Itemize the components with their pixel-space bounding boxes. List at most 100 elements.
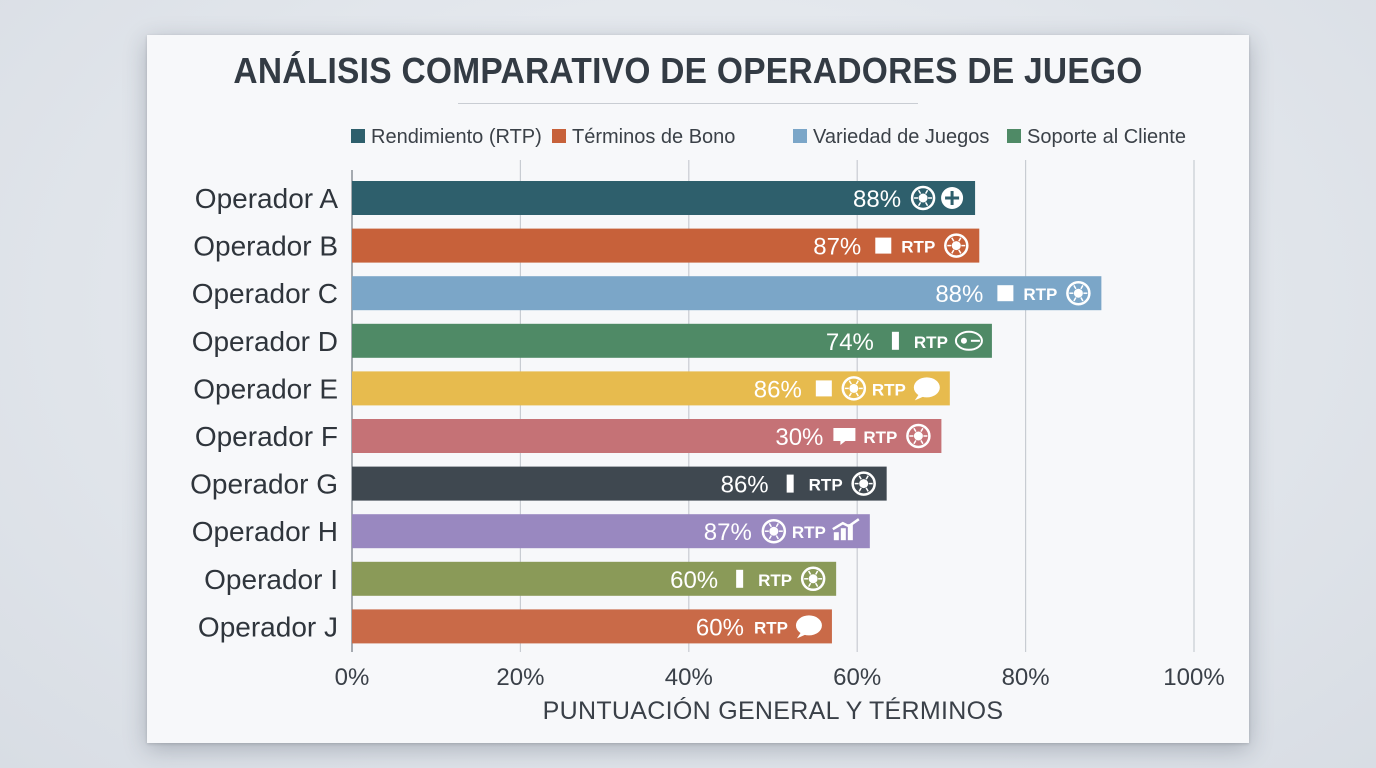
square-icon [875, 237, 892, 254]
legend-label: Términos de Bono [572, 126, 736, 148]
icon-spoke [1080, 297, 1084, 302]
bar [352, 323, 992, 358]
category-label: Operador J [198, 611, 338, 642]
roulette-center [951, 241, 961, 251]
icon-spoke [815, 582, 819, 587]
icon-spoke [775, 535, 779, 540]
value-label: 87% [813, 234, 861, 261]
category-label: Operador B [193, 231, 338, 262]
square-icon [815, 380, 832, 397]
rtp-badge: RTP [1023, 285, 1057, 304]
growth-line [832, 518, 860, 531]
growth-icon [833, 532, 839, 541]
chat-tail [796, 632, 806, 639]
value-label: 86% [721, 472, 769, 499]
category-label: Operador I [204, 564, 338, 595]
legend-item-soporte: Soporte al Cliente [1007, 126, 1186, 149]
title-divider [458, 103, 918, 104]
bar-group: RTP 87% [352, 228, 980, 263]
chip-center [918, 193, 928, 203]
gear-center [1073, 288, 1083, 298]
icon-spoke [815, 570, 819, 575]
x-tick-label: 100% [1163, 664, 1224, 691]
category-label: Operador E [193, 373, 338, 404]
bar [352, 181, 976, 215]
icon-spoke [865, 475, 869, 480]
gear-icon [1066, 280, 1091, 306]
icon-spoke [1073, 285, 1077, 290]
category-label: Operador G [190, 469, 338, 500]
bar-group: RTP 88% [352, 276, 1102, 311]
legend-item-bono: Términos de Bono [552, 126, 735, 149]
rtp-badge: RTP [901, 238, 935, 257]
value-label: 74% [826, 329, 874, 356]
icon-spoke [768, 535, 772, 540]
icon-spoke [920, 427, 924, 433]
x-tick-label: 80% [1002, 664, 1050, 691]
category-label: Operador A [195, 183, 339, 214]
icon-spoke [917, 189, 922, 195]
bar-icon [786, 474, 794, 493]
rtp-badge: RTP [792, 523, 826, 542]
controller-dot [960, 337, 967, 344]
icon-spoke [924, 189, 929, 195]
x-axis-label: PUNTUACIÓN GENERAL Y TÉRMINOS [542, 697, 1004, 725]
category-label: Operador C [192, 278, 338, 309]
growth-bar [847, 524, 853, 541]
chip-icon [761, 518, 787, 544]
value-label: 30% [775, 424, 823, 451]
icon-spoke [958, 249, 962, 254]
category-label: Operador F [195, 421, 338, 452]
bar [352, 466, 887, 501]
bar-group: RTP 60% [352, 561, 837, 596]
bar [352, 561, 837, 596]
bar [352, 228, 980, 263]
bar [352, 609, 832, 644]
rtp-badge: RTP [863, 428, 897, 447]
icon-spoke [924, 201, 929, 207]
bar-group: RTP 60% [352, 609, 832, 644]
square-icon [997, 285, 1014, 302]
chip-center [808, 574, 818, 584]
icon-spoke [855, 380, 859, 385]
icon-spoke [1080, 285, 1084, 290]
legend-label: Rendimiento (RTP) [371, 126, 542, 148]
legend-item-rtp: Rendimiento (RTP) [351, 126, 542, 149]
legend-swatch [1007, 129, 1021, 144]
legend-swatch [793, 129, 807, 144]
bar-icon [891, 331, 899, 350]
roulette-icon [944, 233, 969, 258]
chat-icon [795, 615, 822, 636]
value-label: 86% [754, 376, 802, 403]
value-label: 87% [704, 519, 752, 546]
chip-icon [800, 566, 826, 592]
joystick-cross [945, 191, 960, 205]
bulb-icon [851, 471, 876, 496]
legend-label: Variedad de Juegos [813, 126, 990, 148]
icon-spoke [865, 487, 869, 492]
chat-tail [914, 394, 924, 401]
x-tick-label: 20% [496, 664, 544, 691]
x-tick-label: 0% [335, 664, 370, 691]
bar-group: RTP 74% [352, 323, 992, 358]
bar-group: RTP 87% [352, 514, 870, 549]
chat-icon [913, 377, 940, 398]
icon-spoke [808, 570, 812, 575]
legend-item-variedad: Variedad de Juegos [793, 126, 989, 149]
message-icon [833, 428, 856, 445]
bar [352, 514, 870, 549]
value-label: 88% [853, 186, 901, 213]
rtp-badge: RTP [872, 380, 906, 399]
icon-spoke [951, 249, 955, 254]
chip-center [769, 526, 779, 536]
bar-group: 88% [352, 181, 976, 215]
x-tick-label: 60% [833, 664, 881, 691]
icon-spoke [951, 237, 955, 242]
icon-spoke [1073, 297, 1077, 302]
category-label: Operador H [192, 516, 338, 547]
icon-spoke [913, 427, 917, 433]
rtp-badge: RTP [754, 618, 788, 637]
chip-icon [910, 185, 936, 211]
rtp-badge: RTP [809, 476, 843, 495]
